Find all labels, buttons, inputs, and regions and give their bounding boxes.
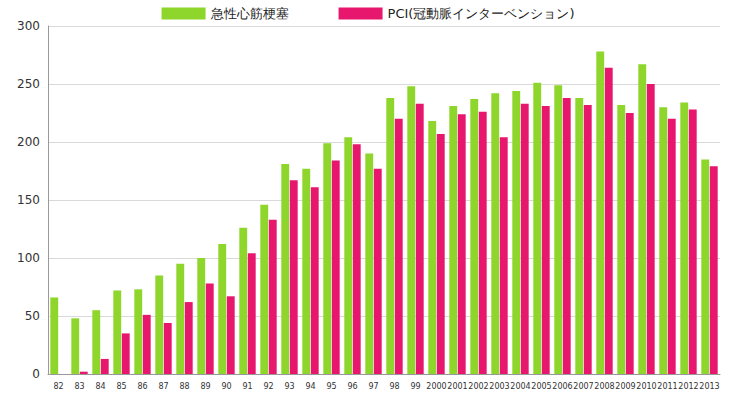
svg-text:2000: 2000	[426, 382, 446, 391]
svg-text:2004: 2004	[510, 382, 530, 391]
svg-text:87: 87	[158, 382, 168, 391]
svg-text:2012: 2012	[678, 382, 698, 391]
svg-text:2005: 2005	[531, 382, 551, 391]
svg-text:PCI(冠動脈インターベンション): PCI(冠動脈インターベンション)	[388, 6, 575, 21]
svg-text:急性心筋梗塞: 急性心筋梗塞	[210, 6, 289, 21]
svg-text:300: 300	[17, 19, 40, 33]
svg-text:98: 98	[389, 382, 399, 391]
svg-text:2001: 2001	[447, 382, 467, 391]
svg-text:50: 50	[25, 309, 40, 323]
svg-text:91: 91	[242, 382, 252, 391]
svg-text:2013: 2013	[699, 382, 719, 391]
svg-text:90: 90	[221, 382, 231, 391]
svg-text:82: 82	[53, 382, 63, 391]
svg-text:93: 93	[284, 382, 294, 391]
svg-text:2002: 2002	[468, 382, 488, 391]
svg-text:150: 150	[17, 193, 40, 207]
svg-text:2010: 2010	[636, 382, 656, 391]
svg-text:99: 99	[410, 382, 420, 391]
svg-text:89: 89	[200, 382, 210, 391]
svg-text:95: 95	[326, 382, 336, 391]
svg-text:2003: 2003	[489, 382, 509, 391]
svg-text:92: 92	[263, 382, 273, 391]
svg-text:2007: 2007	[573, 382, 593, 391]
svg-text:96: 96	[347, 382, 357, 391]
svg-text:85: 85	[116, 382, 126, 391]
svg-text:97: 97	[368, 382, 378, 391]
svg-text:2006: 2006	[552, 382, 572, 391]
svg-text:2011: 2011	[657, 382, 677, 391]
svg-text:83: 83	[74, 382, 84, 391]
svg-text:250: 250	[17, 77, 40, 91]
svg-text:2008: 2008	[594, 382, 614, 391]
svg-text:94: 94	[305, 382, 315, 391]
svg-text:88: 88	[179, 382, 189, 391]
svg-text:200: 200	[17, 135, 40, 149]
svg-text:100: 100	[17, 251, 40, 265]
svg-text:86: 86	[137, 382, 147, 391]
svg-text:84: 84	[95, 382, 105, 391]
svg-text:2009: 2009	[615, 382, 635, 391]
svg-text:0: 0	[32, 367, 40, 381]
